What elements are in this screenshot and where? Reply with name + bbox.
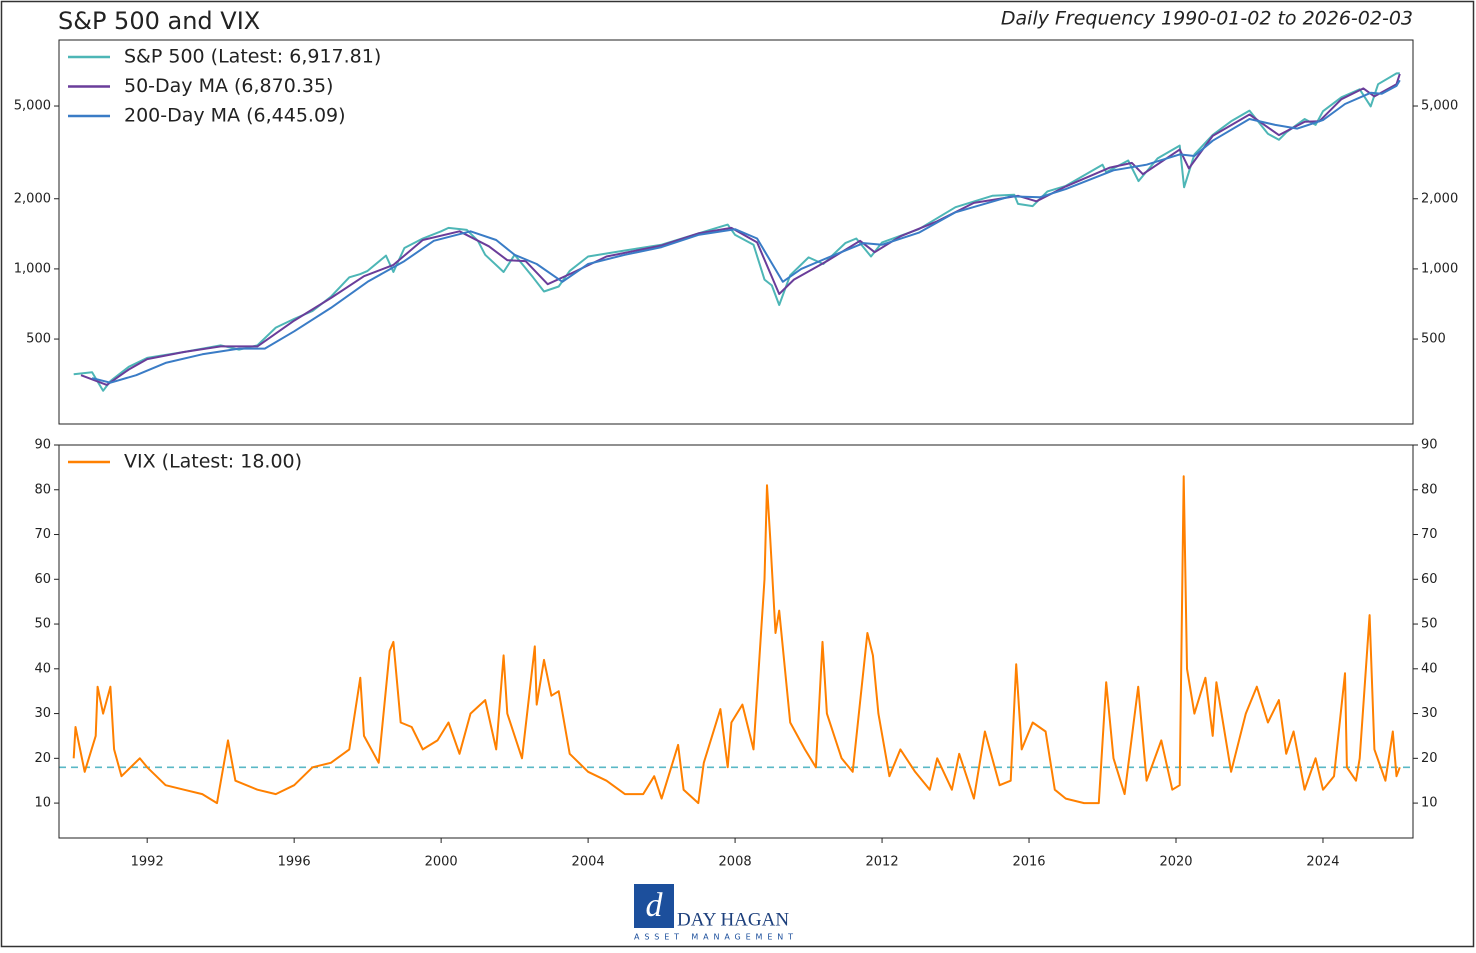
y-tick-label: 40 <box>1421 661 1438 676</box>
y-tick-label: 40 <box>34 661 51 676</box>
y-tick-label: 20 <box>34 751 51 766</box>
x-tick-label: 2004 <box>572 855 605 870</box>
x-tick-label: 2024 <box>1306 855 1339 870</box>
plot-frame <box>58 39 1414 425</box>
y-tick-label: 50 <box>34 617 51 632</box>
logo-glyph: d <box>646 887 664 924</box>
y-tick-label: 5,000 <box>14 99 51 114</box>
y-tick-label: 90 <box>34 438 51 453</box>
logo-tagline: ASSET MANAGEMENT <box>634 933 796 942</box>
y-tick-label: 10 <box>34 796 51 811</box>
y-tick-label: 2,000 <box>1421 191 1458 206</box>
chart-subtitle: Daily Frequency 1990-01-02 to 2026-02-03 <box>1001 8 1413 30</box>
y-tick-label: 60 <box>34 572 51 587</box>
y-tick-label: 1,000 <box>14 261 51 276</box>
series-line <box>91 79 1401 384</box>
x-tick-label: 2012 <box>866 855 899 870</box>
series-line <box>72 475 1401 805</box>
plot-frame <box>58 444 1414 839</box>
x-tick-label: 2008 <box>719 855 752 870</box>
y-tick-label: 5,000 <box>1421 99 1458 114</box>
y-tick-label: 10 <box>1421 796 1438 811</box>
y-tick-label: 500 <box>26 332 51 347</box>
y-tick-label: 70 <box>1421 527 1438 542</box>
y-tick-label: 2,000 <box>14 191 51 206</box>
series-line <box>73 72 1400 392</box>
y-tick-label: 70 <box>34 527 51 542</box>
logo-name: DAY HAGAN <box>677 909 789 930</box>
x-tick-label: 2000 <box>425 855 458 870</box>
y-tick-label: 1,000 <box>1421 261 1458 276</box>
chart-title: S&P 500 and VIX <box>58 7 260 35</box>
x-tick-label: 2020 <box>1159 855 1192 870</box>
legend-label: 50-Day MA (6,870.35) <box>124 75 333 97</box>
x-tick-label: 1992 <box>131 855 164 870</box>
y-tick-label: 80 <box>34 482 51 497</box>
y-tick-label: 20 <box>1421 751 1438 766</box>
legend-label: VIX (Latest: 18.00) <box>124 451 302 473</box>
legend-label: 200-Day MA (6,445.09) <box>124 105 346 127</box>
x-tick-label: 2016 <box>1012 855 1045 870</box>
y-tick-label: 500 <box>1421 332 1446 347</box>
logo-icon <box>634 884 674 928</box>
y-tick-label: 30 <box>34 706 51 721</box>
y-tick-label: 30 <box>1421 706 1438 721</box>
y-tick-label: 80 <box>1421 482 1438 497</box>
x-tick-label: 1996 <box>278 855 311 870</box>
logo: d DAY HAGAN ASSET MANAGEMENT <box>634 884 796 942</box>
y-tick-label: 50 <box>1421 617 1438 632</box>
y-tick-label: 60 <box>1421 572 1438 587</box>
legend-label: S&P 500 (Latest: 6,917.81) <box>124 46 381 68</box>
y-tick-label: 90 <box>1421 438 1438 453</box>
series-line <box>80 73 1401 386</box>
